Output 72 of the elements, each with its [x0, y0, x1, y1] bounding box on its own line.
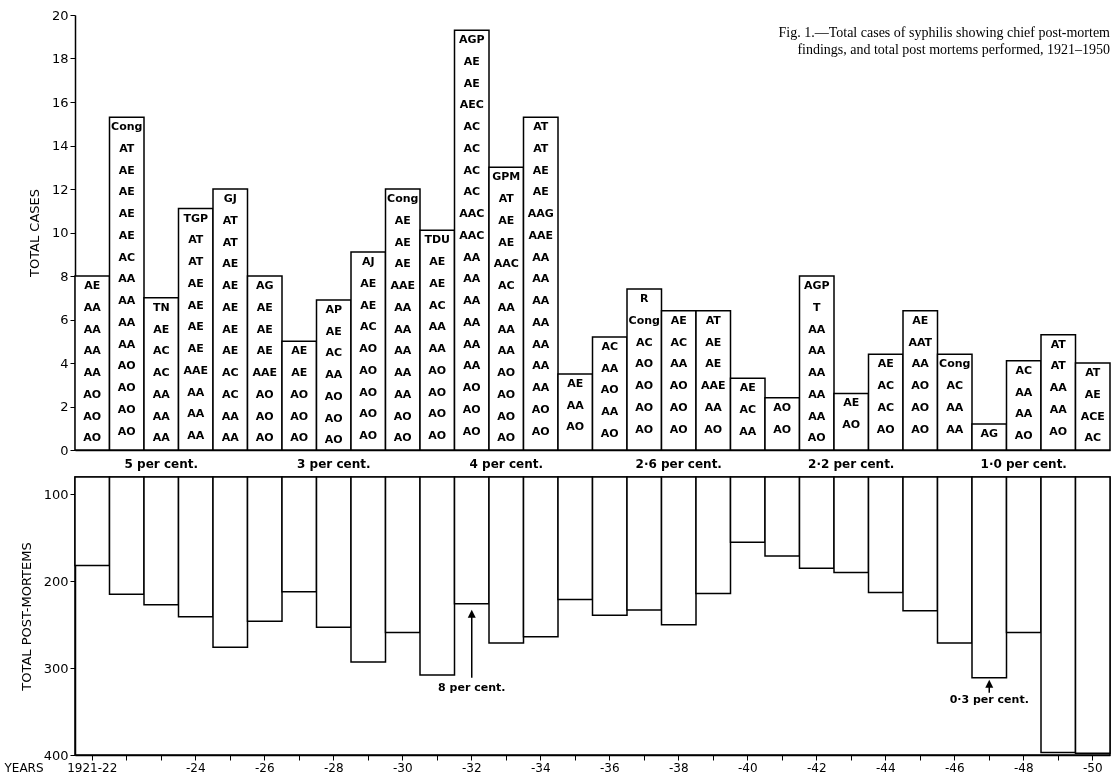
text: TGP AT AT AE AE AE AE AAE AA AA AA [183, 211, 209, 443]
x-tick-label: -42 [806, 760, 827, 775]
x-axis-title: YEARS [3, 760, 44, 775]
data-label: Cong AC AA AA [939, 357, 971, 436]
y-tick-label: 6 [60, 312, 69, 327]
text: AJ AE AE AC AO AO AO AO AO [359, 255, 378, 443]
x-tick-label: -50 [1082, 760, 1103, 775]
text: 4 per cent. [469, 457, 543, 471]
x-tick-label: -28 [323, 760, 344, 775]
text: AT AT AE AE AAG AAE AA AA AA AA AA AA AA AO AO [527, 120, 554, 438]
text: Cong AE AE AE AAE AA AA AA AA AA AO AO [387, 192, 419, 445]
data-label: AT AE ACE AC [1080, 366, 1105, 445]
text: 2·6 per cent. [635, 457, 722, 471]
data-label: AGP T AA AA AA AA AA AO [803, 279, 830, 445]
data-label: AE AO [842, 396, 861, 432]
y-tick-label: 100 [43, 486, 69, 502]
data-label: AE AAT AA AO AO AO [908, 313, 933, 436]
text: 5 per cent. [124, 457, 198, 471]
data-label: AG [980, 426, 999, 440]
y-tick-label: 10 [51, 225, 69, 240]
x-tick-label: -30 [392, 760, 413, 775]
y-tick-label: 2 [60, 399, 69, 414]
data-label: AT AT AA AA AO [1049, 337, 1068, 438]
text: Fig. 1.—Total cases of syphilis showing chief post-mortem findings, and total post mortems performed, 1921–1950 [778, 25, 1111, 57]
y-tick-label: 16 [51, 94, 69, 110]
y-tick-label: 4 [60, 355, 69, 371]
x-tick-label: -46 [944, 760, 965, 775]
x-tick-label: -36 [599, 760, 620, 775]
y-tick-label: 300 [43, 660, 69, 676]
y-tick-label: 14 [51, 138, 69, 153]
x-tick-label: -38 [668, 760, 689, 775]
annotation: 0·3 per cent. [949, 692, 1029, 706]
y-tick-label: 8 [60, 268, 69, 284]
text: GPM AT AE AE AAC AC AA AA AA AO AO AO AO [492, 170, 521, 445]
y-axis-title: TOTAL CASES [26, 188, 42, 279]
text: 3 per cent. [297, 457, 371, 471]
x-tick-label: -26 [254, 760, 275, 775]
text: 1·0 per cent. [980, 457, 1067, 471]
x-tick-label: -44 [875, 760, 896, 775]
data-label: AE AC AA [739, 381, 757, 438]
data-label: AE AE AO AO AO [290, 344, 309, 445]
data-label: AE AC AA AO AO AO [669, 313, 688, 436]
x-tick-label: -24 [185, 760, 206, 775]
text: 2·2 per cent. [808, 457, 895, 471]
data-label: AP AE AC AA AO AO AO [324, 302, 343, 447]
data-label: AG AE AE AE AAE AO AO AO [252, 279, 278, 445]
data-label: AC AA AA AO [1014, 363, 1033, 443]
data-label: R Cong AC AO AO AO AO [628, 292, 660, 436]
text: GJ AT AT AE AE AE AE AE AC AC AA AA [221, 192, 239, 445]
data-label: AE AA AA AA AA AO AO AO [83, 279, 102, 445]
data-label: TN AE AC AC AA AA AA [152, 300, 171, 445]
x-tick-label: -48 [1013, 760, 1034, 775]
text: Cong AT AE AE AE AE AC AA AA AA AA AO AO AO AO [111, 120, 143, 438]
data-label: AC AA AO AA AO [600, 339, 619, 440]
text: TDU AE AE AC AA AA AO AO AO AO [424, 233, 451, 443]
y-axis-title: TOTAL POST-MORTEMS [18, 542, 34, 692]
data-label: AT AE AE AAE AA AO [700, 313, 726, 436]
x-tick-label: -40 [737, 760, 758, 775]
data-label: AO AO [773, 400, 792, 436]
annotation: 8 per cent. [438, 680, 506, 694]
y-tick-label: 20 [51, 7, 69, 23]
y-tick-label: 12 [51, 181, 69, 197]
text: AGP AE AE AEC AC AC AC AC AAC AAC AA AA AA AA AA AA AO AO AO [458, 33, 485, 438]
y-tick-label: 0 [60, 442, 69, 458]
x-tick-label: -34 [530, 760, 551, 775]
y-tick-label: 200 [43, 573, 69, 589]
y-tick-label: 18 [51, 51, 69, 66]
data-label: AE AA AO [566, 376, 585, 434]
data-label: AE AC AC AO [876, 357, 895, 436]
x-tick-label: -32 [461, 760, 482, 775]
x-tick-label: 1921-22 [67, 760, 118, 775]
y-tick-label: 400 [43, 747, 69, 763]
